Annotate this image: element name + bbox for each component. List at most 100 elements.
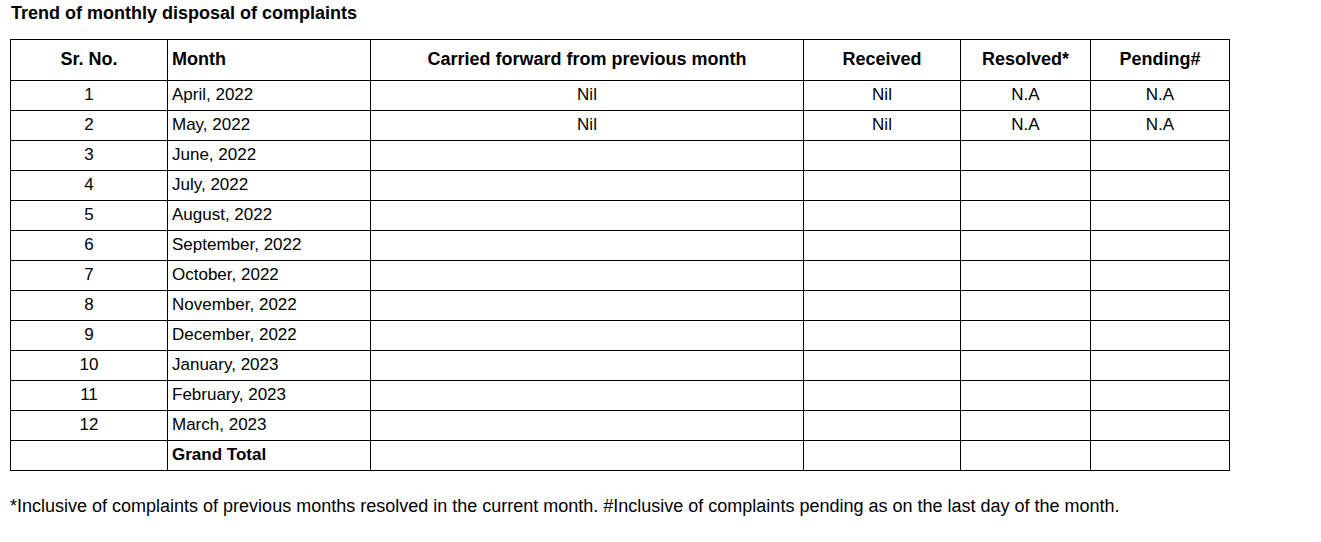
cell-pending xyxy=(1091,351,1230,381)
cell-pending xyxy=(1091,261,1230,291)
cell-received xyxy=(804,171,961,201)
cell-month: March, 2023 xyxy=(168,411,371,441)
cell-sr-no: 11 xyxy=(11,381,168,411)
cell-carried xyxy=(371,411,804,441)
cell-carried xyxy=(371,321,804,351)
cell-pending xyxy=(1091,291,1230,321)
cell-month: July, 2022 xyxy=(168,171,371,201)
header-resolved: Resolved* xyxy=(961,40,1091,81)
cell-carried: Nil xyxy=(371,81,804,111)
page-title: Trend of monthly disposal of complaints xyxy=(11,3,357,24)
table-header: Sr. No. Month Carried forward from previ… xyxy=(11,40,1230,81)
cell-resolved xyxy=(961,321,1091,351)
cell-carried xyxy=(371,201,804,231)
cell-resolved xyxy=(961,381,1091,411)
cell-received: Nil xyxy=(804,81,961,111)
cell-pending xyxy=(1091,381,1230,411)
cell-grand-total-label: Grand Total xyxy=(168,441,371,471)
cell-sr-no: 6 xyxy=(11,231,168,261)
cell-sr-no: 2 xyxy=(11,111,168,141)
table-row: 3 June, 2022 xyxy=(11,141,1230,171)
cell-resolved xyxy=(961,351,1091,381)
cell-sr-no: 10 xyxy=(11,351,168,381)
cell-received xyxy=(804,201,961,231)
cell-carried xyxy=(371,381,804,411)
cell-sr-no: 8 xyxy=(11,291,168,321)
cell-resolved: N.A xyxy=(961,111,1091,141)
cell-resolved xyxy=(961,261,1091,291)
cell-month: November, 2022 xyxy=(168,291,371,321)
cell-resolved xyxy=(961,201,1091,231)
table-row: 2 May, 2022 Nil Nil N.A N.A xyxy=(11,111,1230,141)
complaints-table: Sr. No. Month Carried forward from previ… xyxy=(10,39,1230,471)
cell-pending xyxy=(1091,141,1230,171)
footnote: *Inclusive of complaints of previous mon… xyxy=(10,496,1120,517)
cell-sr-no: 9 xyxy=(11,321,168,351)
cell-sr-no: 1 xyxy=(11,81,168,111)
table-row: 6 September, 2022 xyxy=(11,231,1230,261)
cell-pending xyxy=(1091,411,1230,441)
cell-carried xyxy=(371,261,804,291)
header-pending: Pending# xyxy=(1091,40,1230,81)
cell-resolved xyxy=(961,291,1091,321)
cell-pending xyxy=(1091,171,1230,201)
cell-carried xyxy=(371,141,804,171)
document-page: Trend of monthly disposal of complaints … xyxy=(0,0,1321,542)
cell-pending xyxy=(1091,201,1230,231)
cell-received xyxy=(804,441,961,471)
cell-received xyxy=(804,381,961,411)
table-row: 12 March, 2023 xyxy=(11,411,1230,441)
cell-resolved xyxy=(961,441,1091,471)
cell-pending xyxy=(1091,321,1230,351)
table-body: 1 April, 2022 Nil Nil N.A N.A 2 May, 202… xyxy=(11,81,1230,471)
cell-resolved xyxy=(961,411,1091,441)
cell-month: September, 2022 xyxy=(168,231,371,261)
cell-month: December, 2022 xyxy=(168,321,371,351)
cell-month: May, 2022 xyxy=(168,111,371,141)
cell-pending xyxy=(1091,231,1230,261)
cell-received xyxy=(804,261,961,291)
cell-carried xyxy=(371,231,804,261)
header-received: Received xyxy=(804,40,961,81)
cell-resolved xyxy=(961,171,1091,201)
cell-sr-no: 4 xyxy=(11,171,168,201)
cell-month: June, 2022 xyxy=(168,141,371,171)
cell-carried xyxy=(371,171,804,201)
header-row: Sr. No. Month Carried forward from previ… xyxy=(11,40,1230,81)
cell-month: January, 2023 xyxy=(168,351,371,381)
cell-sr-no: 7 xyxy=(11,261,168,291)
table-row: 5 August, 2022 xyxy=(11,201,1230,231)
header-carried: Carried forward from previous month xyxy=(371,40,804,81)
cell-sr-no xyxy=(11,441,168,471)
table-row: 11 February, 2023 xyxy=(11,381,1230,411)
cell-resolved xyxy=(961,231,1091,261)
cell-resolved: N.A xyxy=(961,81,1091,111)
cell-month: October, 2022 xyxy=(168,261,371,291)
cell-month: April, 2022 xyxy=(168,81,371,111)
table-row: 8 November, 2022 xyxy=(11,291,1230,321)
cell-carried xyxy=(371,291,804,321)
header-sr-no: Sr. No. xyxy=(11,40,168,81)
cell-resolved xyxy=(961,141,1091,171)
cell-received xyxy=(804,291,961,321)
cell-carried xyxy=(371,441,804,471)
cell-pending: N.A xyxy=(1091,81,1230,111)
cell-sr-no: 12 xyxy=(11,411,168,441)
table-row: 9 December, 2022 xyxy=(11,321,1230,351)
table-row: 10 January, 2023 xyxy=(11,351,1230,381)
cell-pending: N.A xyxy=(1091,111,1230,141)
table-row: 7 October, 2022 xyxy=(11,261,1230,291)
cell-received xyxy=(804,141,961,171)
cell-month: August, 2022 xyxy=(168,201,371,231)
grand-total-row: Grand Total xyxy=(11,441,1230,471)
cell-carried: Nil xyxy=(371,111,804,141)
cell-received xyxy=(804,231,961,261)
table-row: 4 July, 2022 xyxy=(11,171,1230,201)
table-row: 1 April, 2022 Nil Nil N.A N.A xyxy=(11,81,1230,111)
cell-received xyxy=(804,411,961,441)
header-month: Month xyxy=(168,40,371,81)
cell-pending xyxy=(1091,441,1230,471)
cell-received: Nil xyxy=(804,111,961,141)
cell-carried xyxy=(371,351,804,381)
cell-received xyxy=(804,321,961,351)
